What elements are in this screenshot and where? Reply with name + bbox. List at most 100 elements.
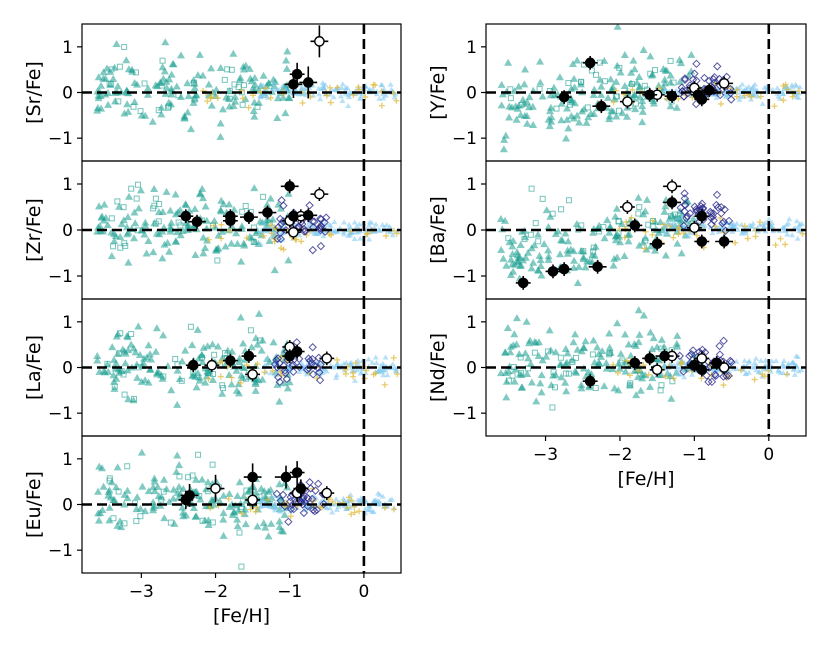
literature-disk-point <box>299 84 306 90</box>
literature-square <box>592 385 599 392</box>
literature-triangle <box>219 491 228 499</box>
literature-disk-point <box>353 361 360 367</box>
x-tick-label: 0 <box>763 445 774 465</box>
literature-square <box>191 96 198 103</box>
literature-triangle <box>612 112 621 120</box>
literature-triangle <box>171 237 180 245</box>
literature-triangle <box>573 56 582 64</box>
data-marker <box>295 483 307 494</box>
literature-disk-point <box>383 222 390 228</box>
measured-point-filled <box>286 209 301 224</box>
literature-triangle <box>512 115 521 123</box>
literature-square <box>247 327 254 334</box>
literature-triangle <box>626 79 635 87</box>
literature-triangle <box>124 107 133 115</box>
data-marker <box>314 36 325 47</box>
literature-triangle <box>137 448 146 456</box>
literature-square <box>219 382 226 389</box>
literature-plus <box>628 214 635 221</box>
literature-triangle <box>273 380 282 388</box>
literature-disk-point <box>793 83 800 89</box>
data-marker <box>302 209 314 221</box>
literature-triangle <box>648 374 657 382</box>
literature-triangle <box>116 232 125 240</box>
literature-triangle <box>285 378 294 386</box>
literature-triangle <box>614 232 623 240</box>
literature-triangle <box>110 384 119 392</box>
literature-square <box>121 391 128 398</box>
data-marker <box>314 188 325 200</box>
literature-square <box>557 354 564 361</box>
literature-triangle <box>173 400 182 408</box>
literature-triangle <box>105 516 114 524</box>
literature-triangle <box>613 253 622 261</box>
literature-square <box>160 488 167 495</box>
literature-triangle <box>132 360 141 368</box>
literature-triangle <box>515 350 524 358</box>
literature-plus <box>777 235 784 242</box>
literature-triangle <box>501 216 510 224</box>
literature-triangle <box>208 376 217 384</box>
literature-triangle <box>524 354 533 362</box>
literature-triangle <box>235 354 244 362</box>
literature-triangle <box>279 379 288 387</box>
literature-square <box>521 236 528 243</box>
measured-point-filled <box>592 99 611 114</box>
literature-plus <box>264 496 271 503</box>
literature-triangle <box>516 241 525 249</box>
literature-disk-point <box>260 219 267 225</box>
literature-triangle <box>583 257 592 265</box>
measured-point-filled <box>289 344 305 359</box>
literature-plus <box>262 85 269 92</box>
literature-plus <box>780 97 787 104</box>
literature-plus <box>210 222 217 229</box>
literature-diamond <box>719 336 728 346</box>
literature-triangle <box>589 109 598 117</box>
literature-diamond <box>709 75 718 84</box>
literature-triangle <box>224 226 233 234</box>
literature-square <box>167 519 174 526</box>
literature-disk-point <box>260 498 267 504</box>
literature-diamond <box>305 478 314 487</box>
data-marker <box>284 180 296 192</box>
data-marker <box>666 180 678 192</box>
literature-diamond <box>704 377 713 387</box>
literature-square <box>580 248 587 255</box>
literature-triangle <box>636 386 645 394</box>
literature-diamond <box>276 228 285 238</box>
literature-triangle <box>193 71 202 79</box>
literature-triangle <box>148 117 157 125</box>
literature-triangle <box>562 134 571 142</box>
literature-diamond <box>675 351 684 361</box>
literature-triangle <box>621 330 630 338</box>
literature-square <box>176 473 183 480</box>
literature-triangle <box>142 249 151 257</box>
literature-diamond <box>306 484 315 493</box>
literature-disk-point <box>784 231 791 237</box>
literature-square <box>115 488 122 495</box>
literature-disk-point <box>793 94 800 100</box>
y-tick-label: 0 <box>466 359 477 379</box>
literature-triangle <box>687 50 696 58</box>
literature-triangle <box>149 248 158 256</box>
literature-triangle <box>605 228 614 236</box>
literature-square <box>238 563 245 570</box>
literature-square <box>239 101 246 108</box>
literature-diamond <box>307 494 317 504</box>
literature-disk-point <box>331 219 338 225</box>
literature-diamond <box>279 201 288 210</box>
literature-disk-point <box>379 82 386 88</box>
literature-square <box>584 104 591 111</box>
literature-disk-point <box>671 224 678 230</box>
literature-disk-point <box>722 92 729 98</box>
literature-triangle <box>150 219 159 227</box>
measured-point-open <box>686 220 702 235</box>
literature-triangle <box>233 492 242 500</box>
literature-triangle <box>523 369 532 377</box>
literature-triangle <box>259 519 268 527</box>
literature-triangle <box>532 397 541 405</box>
literature-triangle <box>269 338 278 346</box>
literature-plus <box>218 221 225 228</box>
literature-triangle <box>247 77 256 85</box>
literature-square <box>224 66 231 73</box>
